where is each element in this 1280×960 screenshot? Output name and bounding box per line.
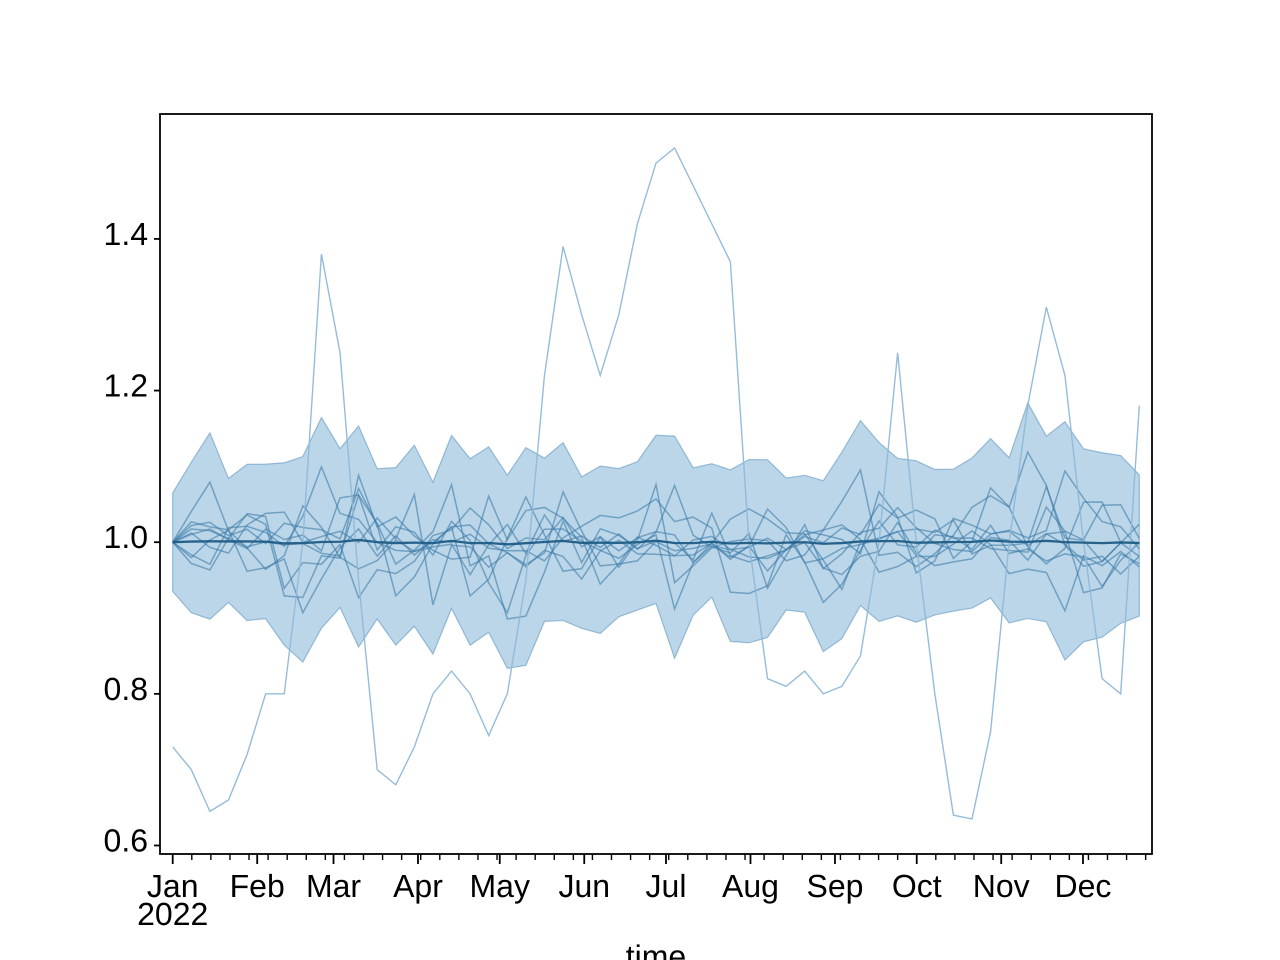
svg-text:Dec: Dec (1055, 868, 1112, 904)
svg-text:Nov: Nov (973, 868, 1030, 904)
svg-text:Apr: Apr (393, 868, 443, 904)
svg-text:Jul: Jul (646, 868, 687, 904)
svg-text:May: May (470, 868, 530, 904)
svg-text:0.6: 0.6 (104, 822, 148, 858)
svg-text:time: time (626, 939, 686, 960)
svg-text:Sep: Sep (807, 868, 864, 904)
svg-text:Aug: Aug (722, 868, 779, 904)
svg-text:Feb: Feb (230, 868, 285, 904)
svg-text:2022: 2022 (137, 896, 208, 932)
svg-text:1.4: 1.4 (104, 216, 148, 252)
svg-text:Jun: Jun (558, 868, 610, 904)
svg-text:0.8: 0.8 (104, 671, 148, 707)
svg-text:1.2: 1.2 (104, 368, 148, 404)
svg-text:Mar: Mar (306, 868, 361, 904)
svg-text:1.0: 1.0 (104, 519, 148, 555)
svg-text:Oct: Oct (892, 868, 942, 904)
